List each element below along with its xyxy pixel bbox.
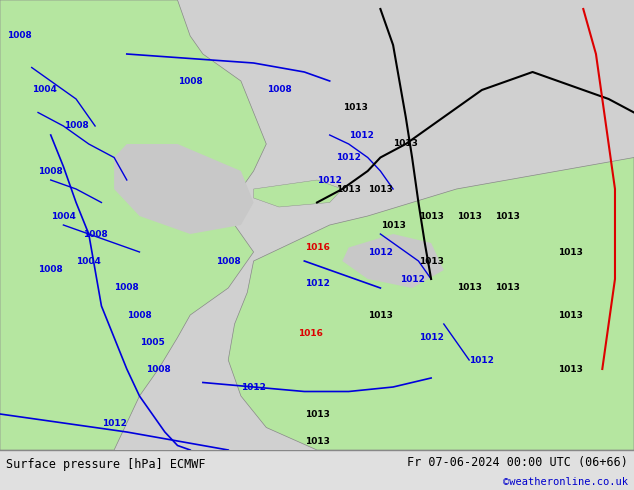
Text: 1013: 1013 [558,247,583,256]
Text: 1008: 1008 [82,229,108,239]
Text: 1008: 1008 [63,122,89,130]
Polygon shape [114,144,254,234]
Text: 1013: 1013 [336,185,361,194]
Text: 1012: 1012 [101,418,127,427]
Polygon shape [254,180,342,207]
Text: 1004: 1004 [76,256,101,266]
Text: 1013: 1013 [342,103,368,113]
Text: 1012: 1012 [241,383,266,392]
Text: 1008: 1008 [127,311,152,319]
Text: 1004: 1004 [51,212,76,220]
Text: 1012: 1012 [336,153,361,162]
Text: 1013: 1013 [558,365,583,373]
Polygon shape [0,0,266,450]
Polygon shape [228,157,634,450]
Text: 1013: 1013 [368,185,393,194]
Text: 1016: 1016 [298,328,323,338]
Text: 1012: 1012 [304,279,330,288]
Text: 1013: 1013 [304,437,330,445]
Text: 1013: 1013 [393,140,418,148]
Text: 1013: 1013 [368,311,393,319]
Text: 1012: 1012 [368,247,393,256]
Text: Fr 07-06-2024 00:00 UTC (06+66): Fr 07-06-2024 00:00 UTC (06+66) [407,456,628,468]
Text: 1013: 1013 [558,311,583,319]
Text: 1013: 1013 [456,284,482,293]
Text: 1013: 1013 [380,220,406,229]
Text: 1008: 1008 [6,31,32,41]
Text: 1008: 1008 [38,167,63,175]
Text: 1008: 1008 [216,256,241,266]
Text: 1008: 1008 [146,365,171,373]
Text: 1013: 1013 [304,410,330,418]
Text: 1008: 1008 [114,284,139,293]
Text: 1008: 1008 [38,266,63,274]
Text: 1008: 1008 [178,76,203,85]
Text: 1013: 1013 [495,284,520,293]
Text: 1013: 1013 [456,212,482,220]
Text: Surface pressure [hPa] ECMWF: Surface pressure [hPa] ECMWF [6,458,206,470]
Polygon shape [342,234,444,288]
Text: 1012: 1012 [469,356,495,365]
Text: 1004: 1004 [32,85,57,95]
Text: 1012: 1012 [399,274,425,284]
Text: 1013: 1013 [418,212,444,220]
Text: 1012: 1012 [418,333,444,342]
Text: 1012: 1012 [349,130,374,140]
Text: 1013: 1013 [418,256,444,266]
Text: 1008: 1008 [266,85,292,95]
Text: 1016: 1016 [304,243,330,252]
Text: 1012: 1012 [317,175,342,185]
Text: 1005: 1005 [139,338,165,346]
Text: ©weatheronline.co.uk: ©weatheronline.co.uk [503,477,628,487]
Text: 1013: 1013 [495,212,520,220]
